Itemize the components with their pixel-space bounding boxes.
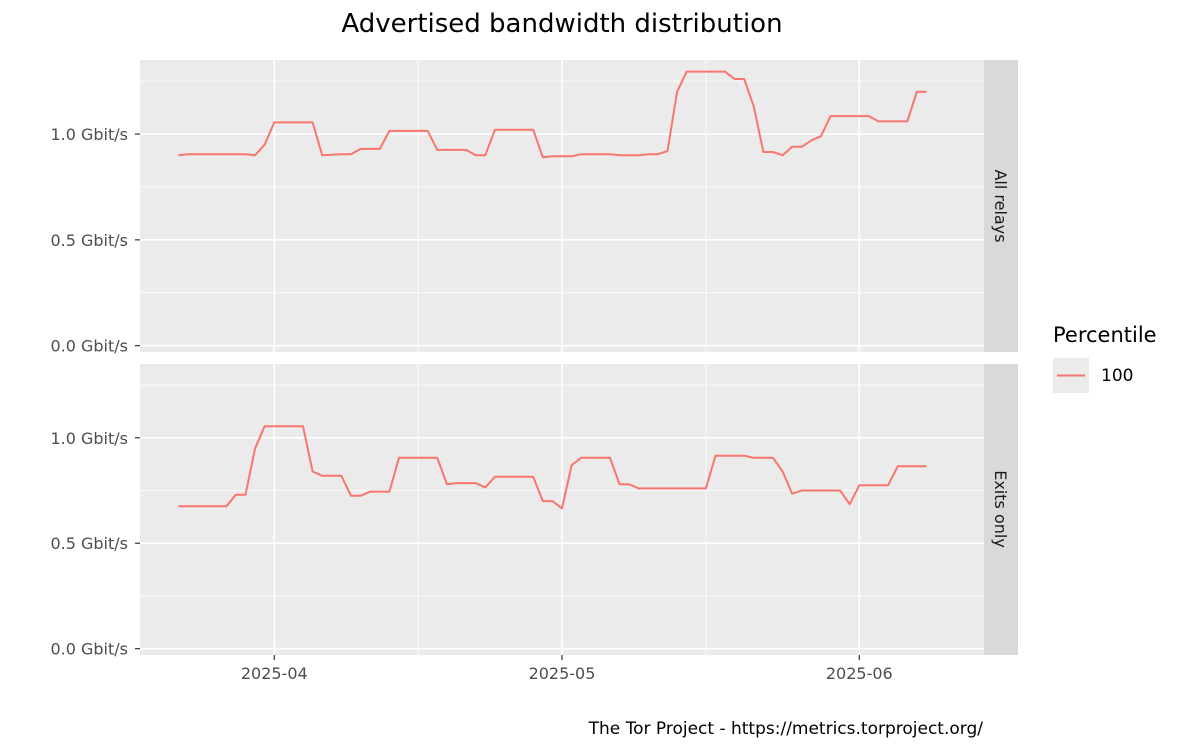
legend: Percentile 100 [1053, 323, 1157, 393]
strip-background [984, 364, 1018, 655]
panel-series [178, 425, 927, 510]
x-tick-label: 2025-04 [241, 664, 308, 683]
y-tick-label: 1.0 Gbit/s [50, 429, 128, 448]
panel-grid [140, 60, 984, 352]
y-axis-top: 0.0 Gbit/s 0.5 Gbit/s 1.0 Gbit/s [50, 125, 140, 356]
legend-title: Percentile [1053, 323, 1157, 347]
strip-label-exits-only: Exits only [991, 470, 1010, 548]
y-axis-bottom: 0.0 Gbit/s 0.5 Gbit/s 1.0 Gbit/s [50, 429, 140, 659]
series-line-100 [178, 425, 927, 510]
series-line-100 [178, 70, 927, 159]
panel-exits-only: Exits only 0.0 Gbit/s 0.5 Gbit/s 1.0 Gbit/… [50, 364, 1018, 659]
legend-label-100: 100 [1101, 366, 1133, 386]
strip-background [984, 60, 1018, 352]
chart-title: Advertised bandwidth distribution [341, 9, 782, 39]
x-tick-label: 2025-05 [529, 664, 596, 683]
strip-label-all-relays: All relays [991, 169, 1010, 242]
y-tick-label: 0.5 Gbit/s [50, 231, 128, 250]
panel-all-relays: All relays 0.0 Gbit/s 0.5 Gbit/s 1.0 Gbit/… [50, 60, 1018, 356]
y-tick-label: 0.0 Gbit/s [50, 337, 128, 356]
y-tick-label: 1.0 Gbit/s [50, 125, 128, 144]
x-axis: 2025-04 2025-05 2025-06 [241, 655, 893, 683]
panel-grid [140, 364, 984, 655]
chart-caption: The Tor Project - https://metrics.torpro… [588, 719, 984, 739]
y-tick-label: 0.0 Gbit/s [50, 640, 128, 659]
x-tick-label: 2025-06 [826, 664, 893, 683]
y-tick-label: 0.5 Gbit/s [50, 534, 128, 553]
panel-series [178, 70, 927, 159]
